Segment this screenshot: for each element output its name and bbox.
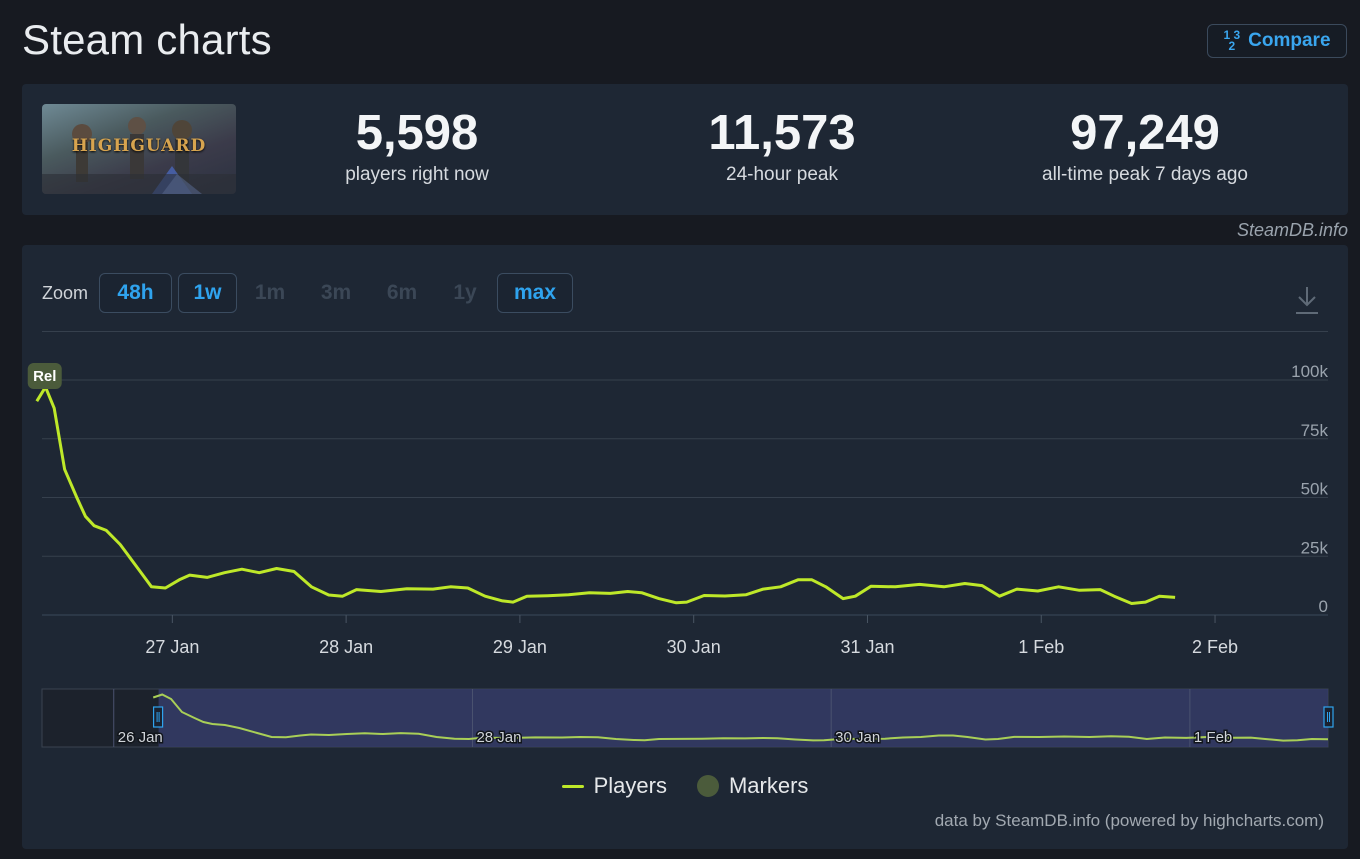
players-series-line xyxy=(35,385,1176,605)
x-tick-label: 27 Jan xyxy=(145,637,199,657)
stat-24h-peak: 11,573 24-hour peak xyxy=(617,104,947,186)
x-tick-label: 30 Jan xyxy=(667,637,721,657)
zoom-3m-button[interactable]: 3m xyxy=(320,281,352,304)
navigator-label: 30 Jan xyxy=(835,729,880,746)
navigator-handle-box xyxy=(1323,706,1334,728)
y-tick-label: 50k xyxy=(1301,480,1329,499)
release-marker[interactable]: Rel xyxy=(27,363,62,389)
release-marker-badge xyxy=(27,363,62,389)
peak-24h-label: 24-hour peak xyxy=(726,164,838,185)
navigator-handles[interactable] xyxy=(152,706,1334,728)
navigator-label: 26 Jan xyxy=(118,729,163,746)
current-players-value: 5,598 xyxy=(355,106,479,160)
x-tick-label: 1 Feb xyxy=(1018,637,1064,657)
zoom-6m-button[interactable]: 6m xyxy=(386,281,418,304)
navigator-right-handle[interactable] xyxy=(1323,706,1334,728)
peak-24h-value: 11,573 xyxy=(708,106,856,160)
stat-current-players: 5,598 players right now xyxy=(252,104,582,186)
download-icon[interactable] xyxy=(1294,285,1320,315)
y-tick-label: 0 xyxy=(1319,597,1328,616)
thumbnail-art xyxy=(42,117,236,194)
x-tick-label: 31 Jan xyxy=(840,637,894,657)
game-logo: HIGHGUARD xyxy=(71,136,207,156)
zoom-48h-button[interactable]: 48h xyxy=(99,273,172,313)
y-tick-label: 100k xyxy=(1291,362,1328,381)
game-thumbnail[interactable]: HIGHGUARD xyxy=(42,104,236,194)
x-tick-label: 29 Jan xyxy=(493,637,547,657)
zoom-1y-button[interactable]: 1y xyxy=(453,281,477,304)
navigator-handle-box xyxy=(152,706,164,728)
navigator[interactable]: 26 Jan 28 Jan 30 Jan 1 Feb xyxy=(41,688,1334,748)
y-tick-label: 75k xyxy=(1301,421,1329,440)
release-markers: Rel xyxy=(27,363,62,389)
zoom-max-button[interactable]: max xyxy=(497,273,573,313)
all-time-peak-label: all-time peak 7 days ago xyxy=(1042,164,1248,185)
zoom-1w-button[interactable]: 1w xyxy=(178,273,237,313)
chart-credits[interactable]: data by SteamDB.info (powered by highcha… xyxy=(934,811,1324,830)
stats-panel: HIGHGUARD 5,598 players right now 11,573… xyxy=(22,84,1348,215)
navigator-left-handle[interactable] xyxy=(152,706,164,728)
grid-lines xyxy=(42,379,1328,616)
current-players-label: players right now xyxy=(345,164,489,185)
legend-markers[interactable]: Markers xyxy=(696,773,809,799)
x-tick-label: 28 Jan xyxy=(319,637,373,657)
steamdb-watermark: SteamDB.info xyxy=(1236,220,1348,240)
stat-all-time-peak: 97,249 all-time peak 7 days ago xyxy=(980,104,1310,186)
x-axis-ticks: 27 Jan 28 Jan 29 Jan 30 Jan 31 Jan 1 Feb 2 Feb xyxy=(145,615,1238,657)
legend-markers-dot-icon xyxy=(696,775,719,797)
compare-label: Compare xyxy=(1248,30,1331,51)
navigator-label: 1 Feb xyxy=(1194,729,1232,746)
navigator-label: 28 Jan xyxy=(476,729,521,746)
zoom-label: Zoom xyxy=(42,283,89,303)
y-axis-ticks: 0 25k 50k 75k 100k xyxy=(1291,362,1328,616)
navigator-labels: 26 Jan 28 Jan 30 Jan 1 Feb xyxy=(116,728,1234,748)
legend-players-label: Players xyxy=(593,773,667,798)
chart-panel: Zoom 48h 1w 1m 3m 6m 1y max 0 25k 50k 75k 10… xyxy=(22,245,1348,849)
release-marker-label: Rel xyxy=(33,368,56,385)
chart-legend: Players Markers xyxy=(22,773,1348,799)
x-tick-label: 2 Feb xyxy=(1192,637,1238,657)
legend-markers-label: Markers xyxy=(728,773,809,798)
page-title: Steam charts xyxy=(22,16,272,63)
navigator-series-line xyxy=(152,693,1329,742)
zoom-1m-button[interactable]: 1m xyxy=(254,281,286,304)
legend-players-line-icon xyxy=(561,784,584,788)
all-time-peak-value: 97,249 xyxy=(1070,106,1220,160)
player-count-chart: 0 25k 50k 75k 100k 27 Jan 28 Jan 29 Jan 30 Jan 3… xyxy=(27,362,1334,748)
toolbar-divider xyxy=(42,331,1328,332)
y-tick-label: 25k xyxy=(1301,538,1329,557)
legend-players[interactable]: Players xyxy=(561,773,667,799)
